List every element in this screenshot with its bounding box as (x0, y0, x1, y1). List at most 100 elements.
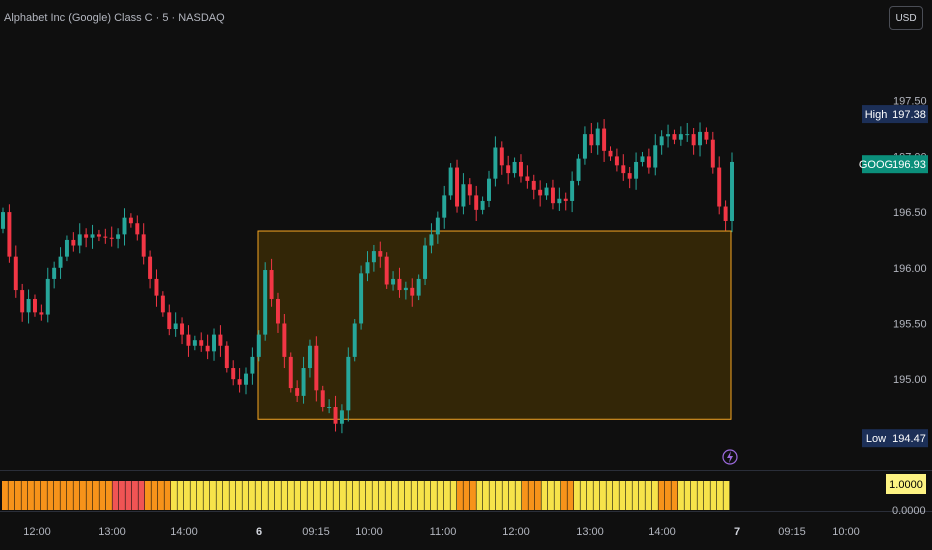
candle-body[interactable] (256, 334, 261, 357)
candle-body[interactable] (269, 270, 274, 299)
candle-body[interactable] (576, 158, 581, 181)
candle-body[interactable] (116, 234, 121, 239)
candle-body[interactable] (352, 323, 357, 357)
candle-body[interactable] (627, 173, 632, 179)
candle-body[interactable] (288, 356, 293, 389)
candle-body[interactable] (231, 368, 236, 380)
candle-body[interactable] (282, 323, 287, 357)
candle-body[interactable] (666, 134, 671, 137)
candle-body[interactable] (698, 131, 703, 146)
candle-body[interactable] (263, 270, 268, 335)
candle-body[interactable] (678, 134, 683, 140)
candle-body[interactable] (461, 184, 466, 207)
candle-body[interactable] (154, 278, 159, 296)
candle-body[interactable] (295, 388, 300, 396)
candle-body[interactable] (122, 217, 127, 235)
candle-body[interactable] (71, 239, 76, 246)
candle-body[interactable] (538, 189, 543, 196)
candle-body[interactable] (730, 161, 734, 222)
candle-body[interactable] (20, 290, 25, 313)
candle-body[interactable] (26, 298, 31, 313)
candle-body[interactable] (493, 147, 498, 179)
candle-body[interactable] (518, 161, 523, 177)
candle-body[interactable] (199, 340, 204, 346)
candle-body[interactable] (103, 236, 108, 238)
candle-body[interactable] (7, 212, 12, 257)
candle-body[interactable] (333, 407, 338, 424)
candle-body[interactable] (167, 312, 172, 330)
candle-body[interactable] (192, 340, 197, 346)
candle-body[interactable] (563, 198, 568, 201)
candle-body[interactable] (371, 251, 376, 263)
candle-body[interactable] (180, 323, 185, 335)
candle-body[interactable] (1, 212, 5, 229)
candle-body[interactable] (467, 184, 472, 196)
candle-body[interactable] (442, 195, 447, 218)
candle-body[interactable] (634, 161, 639, 179)
candle-body[interactable] (148, 256, 153, 279)
candle-body[interactable] (45, 278, 50, 315)
candle-body[interactable] (589, 134, 594, 146)
candle-body[interactable] (595, 128, 600, 146)
candle-body[interactable] (224, 345, 229, 369)
candle-body[interactable] (237, 379, 242, 385)
candle-body[interactable] (212, 334, 217, 352)
candle-body[interactable] (691, 134, 696, 146)
candle-body[interactable] (582, 134, 587, 159)
candle-body[interactable] (378, 251, 383, 257)
candle-body[interactable] (32, 298, 37, 313)
candle-body[interactable] (423, 245, 428, 279)
candle-body[interactable] (646, 156, 651, 168)
candle-body[interactable] (640, 156, 645, 162)
candle-body[interactable] (327, 407, 332, 409)
candle-body[interactable] (531, 180, 536, 190)
candle-body[interactable] (301, 368, 306, 396)
candle-body[interactable] (58, 256, 63, 268)
candle-body[interactable] (614, 156, 619, 166)
candle-body[interactable] (499, 147, 504, 166)
candle-body[interactable] (52, 267, 57, 279)
candle-body[interactable] (403, 287, 408, 291)
candle-body[interactable] (320, 390, 325, 408)
candle-body[interactable] (723, 206, 728, 222)
candle-body[interactable] (135, 223, 140, 235)
candle-body[interactable] (653, 145, 658, 168)
candle-body[interactable] (512, 161, 517, 174)
candle-body[interactable] (621, 165, 626, 174)
candle-body[interactable] (307, 345, 312, 369)
candle-body[interactable] (314, 345, 319, 391)
candle-body[interactable] (186, 334, 191, 346)
candle-body[interactable] (525, 176, 530, 181)
range-box[interactable] (257, 230, 732, 420)
candle-body[interactable] (218, 334, 223, 346)
candle-body[interactable] (384, 256, 389, 285)
candle-body[interactable] (109, 237, 114, 239)
candle-body[interactable] (659, 136, 664, 146)
candle-body[interactable] (448, 167, 453, 196)
candle-body[interactable] (474, 195, 479, 210)
candle-body[interactable] (487, 178, 491, 201)
candle-body[interactable] (346, 356, 351, 411)
candle-body[interactable] (435, 217, 440, 235)
candle-body[interactable] (250, 356, 255, 374)
candle-body[interactable] (205, 345, 210, 352)
candle-body[interactable] (685, 134, 690, 136)
candle-body[interactable] (128, 217, 133, 224)
candle-body[interactable] (506, 165, 511, 174)
candle-body[interactable] (391, 278, 396, 285)
candle-body[interactable] (672, 134, 677, 140)
candle-body[interactable] (275, 298, 280, 324)
candle-body[interactable] (339, 410, 344, 424)
candle-body[interactable] (455, 167, 460, 207)
candle-body[interactable] (96, 234, 101, 237)
candle-body[interactable] (410, 287, 415, 296)
candle-body[interactable] (704, 131, 709, 140)
candle-body[interactable] (39, 312, 44, 315)
candle-body[interactable] (84, 234, 89, 238)
candle-body[interactable] (480, 200, 485, 210)
candle-body[interactable] (710, 139, 715, 168)
candle-body[interactable] (173, 323, 178, 330)
candle-body[interactable] (244, 373, 248, 385)
candle-body[interactable] (429, 234, 434, 246)
